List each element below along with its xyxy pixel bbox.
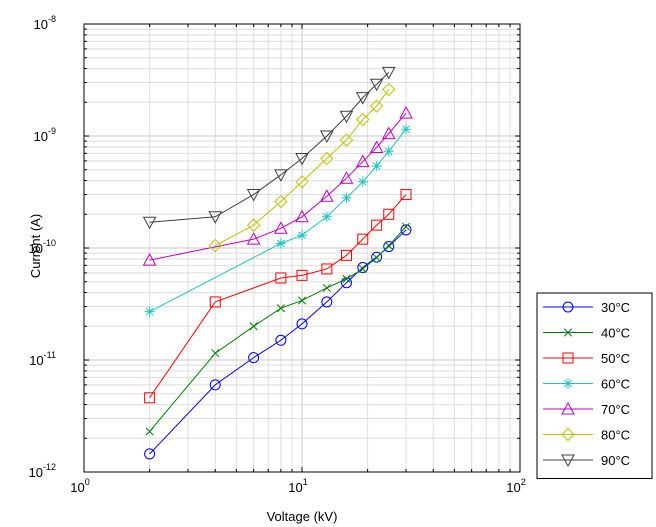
- data-point: [276, 238, 286, 248]
- data-point: [341, 193, 351, 203]
- data-point: [145, 307, 155, 317]
- legend-marker: [563, 379, 573, 389]
- y-axis-title: Current (A): [28, 214, 43, 278]
- legend-label: 30°C: [601, 300, 630, 315]
- data-point: [297, 230, 307, 240]
- legend: 30°C 40°C 50°C 60°C 70°C 80°C 90°C: [537, 293, 652, 479]
- legend-label: 70°C: [601, 402, 630, 417]
- data-point: [358, 177, 368, 187]
- data-point: [384, 146, 394, 156]
- legend-label: 50°C: [601, 351, 630, 366]
- data-point: [322, 212, 332, 222]
- legend-label: 80°C: [601, 428, 630, 443]
- legend-label: 40°C: [601, 326, 630, 341]
- data-point: [401, 124, 411, 134]
- x-axis-title: Voltage (kV): [267, 509, 338, 524]
- legend-label: 60°C: [601, 377, 630, 392]
- legend-label: 90°C: [601, 453, 630, 468]
- legend-box: [537, 293, 652, 479]
- grid: [84, 24, 520, 472]
- data-point: [372, 161, 382, 171]
